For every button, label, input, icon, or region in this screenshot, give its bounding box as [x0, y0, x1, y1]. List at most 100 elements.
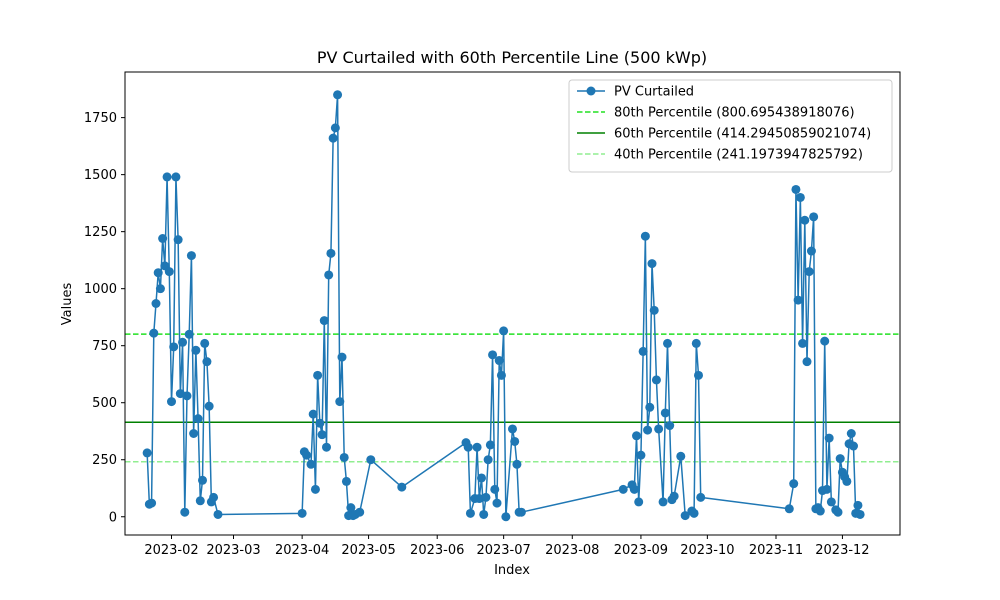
data-point — [649, 305, 659, 315]
data-point — [492, 498, 502, 508]
x-tick-label: 2023-11 — [749, 543, 803, 558]
data-point — [193, 414, 203, 424]
data-point — [315, 418, 325, 428]
series-layer — [142, 90, 865, 522]
data-point — [676, 451, 686, 461]
data-point — [153, 268, 163, 278]
chart-title: PV Curtailed with 60th Percentile Line (… — [317, 48, 707, 67]
data-point — [319, 316, 329, 326]
y-tick-label: 250 — [92, 453, 117, 468]
data-point — [204, 401, 214, 411]
data-point — [317, 430, 327, 440]
data-point — [496, 370, 506, 380]
x-tick-label: 2023-12 — [815, 543, 869, 558]
data-point — [663, 338, 672, 348]
data-point — [308, 409, 318, 419]
data-point — [696, 492, 706, 502]
legend-label-2: 80th Percentile (800.695438918076) — [614, 106, 855, 121]
data-point — [798, 338, 808, 348]
y-axis-label: Values — [60, 283, 75, 326]
legend: PV Curtailed 80th Percentile (800.6954389… — [568, 79, 893, 173]
data-point — [213, 509, 223, 519]
data-point — [689, 508, 699, 518]
legend-label-3: 60th Percentile (414.29450859021074) — [614, 127, 871, 142]
legend-label-4: 40th Percentile (241.1973947825792) — [614, 148, 863, 163]
data-point — [142, 448, 152, 458]
data-point — [842, 476, 852, 486]
data-point — [169, 342, 179, 352]
axes: 2023-02 2023-03 2023-04 2023-05 2023-06 2023-… — [84, 71, 901, 558]
data-point — [479, 509, 489, 519]
data-point — [171, 172, 181, 182]
data-point — [158, 234, 168, 243]
data-point — [335, 397, 345, 407]
legend-box — [568, 79, 893, 173]
data-point — [846, 429, 856, 438]
series-line — [146, 94, 861, 518]
data-point — [472, 442, 482, 452]
data-point — [800, 215, 810, 225]
data-point — [147, 498, 157, 508]
data-point — [180, 507, 190, 517]
data-point — [483, 455, 493, 465]
x-tick-label: 2023-10 — [680, 543, 734, 558]
data-point — [510, 436, 520, 446]
data-point — [184, 329, 194, 339]
data-point — [802, 357, 812, 367]
data-point — [333, 90, 343, 100]
data-point — [826, 497, 836, 507]
data-point — [634, 497, 644, 507]
data-point — [310, 484, 320, 494]
data-point — [694, 370, 703, 380]
data-point — [680, 511, 690, 521]
plot-frame — [124, 71, 901, 536]
data-point — [302, 450, 312, 460]
data-point — [501, 512, 511, 522]
x-tick-label: 2023-05 — [341, 543, 395, 558]
x-tick-label: 2023-03 — [206, 543, 260, 558]
data-point — [324, 270, 334, 280]
data-point — [198, 475, 207, 485]
data-point — [629, 484, 639, 494]
reference-lines — [125, 333, 900, 463]
data-point — [326, 248, 336, 258]
data-point — [322, 442, 331, 452]
data-point — [186, 251, 196, 261]
data-point — [162, 172, 172, 182]
data-point — [155, 284, 165, 294]
x-tick-label: 2023-02 — [144, 543, 198, 558]
data-point — [789, 479, 799, 489]
data-point — [849, 441, 858, 451]
data-point — [341, 476, 351, 486]
data-point — [499, 326, 509, 336]
data-point — [209, 492, 219, 502]
data-point — [189, 429, 199, 438]
data-point — [806, 246, 816, 256]
data-point — [638, 346, 648, 356]
data-point — [508, 424, 517, 434]
data-point — [182, 391, 192, 401]
data-point — [339, 452, 349, 462]
data-point — [488, 350, 498, 360]
y-tick-label: 1000 — [84, 282, 117, 297]
data-point — [651, 375, 661, 385]
data-point — [618, 484, 628, 494]
y-tick-label: 1250 — [84, 225, 117, 240]
data-point — [691, 338, 701, 348]
data-point — [200, 338, 210, 348]
data-point — [149, 328, 159, 338]
data-point — [835, 454, 845, 464]
x-tick-label: 2023-09 — [614, 543, 668, 558]
y-tick-label: 1500 — [84, 168, 117, 183]
data-point — [330, 123, 340, 133]
data-point — [645, 402, 655, 412]
data-point — [793, 295, 803, 305]
data-point — [313, 370, 323, 380]
data-point — [474, 494, 484, 504]
legend-label-1: PV Curtailed — [614, 85, 694, 100]
data-point — [804, 267, 814, 277]
data-point — [202, 357, 212, 367]
data-point — [366, 455, 376, 465]
data-point — [477, 473, 486, 483]
